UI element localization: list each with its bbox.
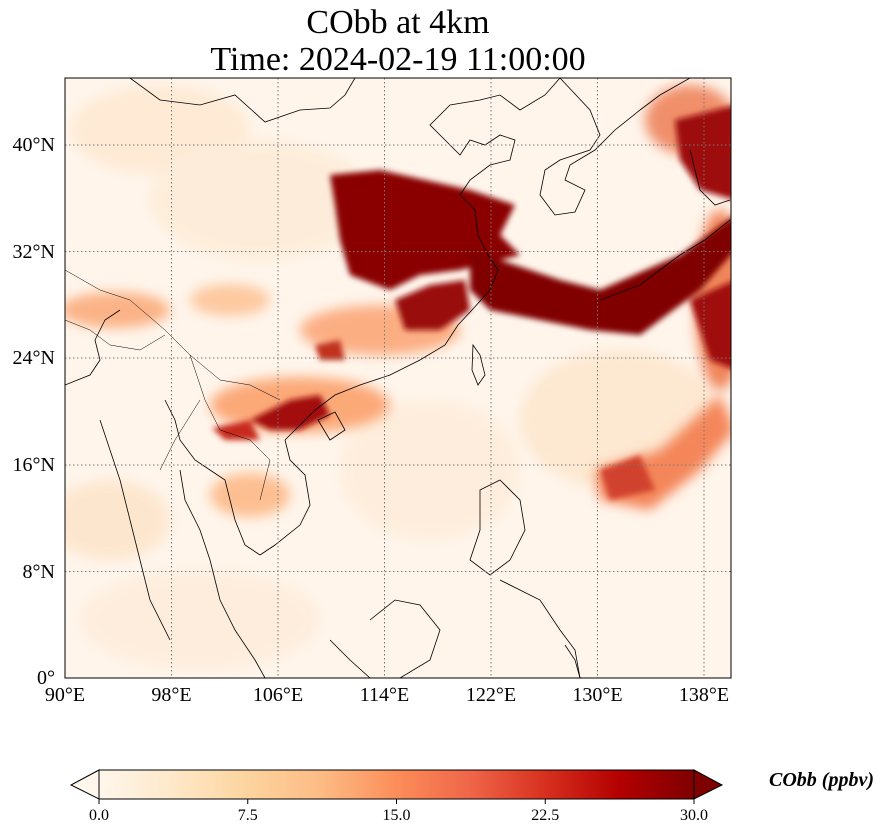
lon-tick-label: 122°E [465, 684, 517, 706]
lat-tick-label: 32°N [12, 241, 55, 263]
colorbar [69, 769, 724, 804]
map-frame [64, 77, 732, 679]
colorbar-gradient [98, 769, 695, 800]
colorbar-tick-label: 7.5 [237, 807, 258, 824]
lon-tick-label: 98°E [151, 684, 192, 706]
map-title: CObb at 4km [306, 4, 490, 41]
lon-tick-label: 106°E [252, 684, 304, 706]
lat-tick-label: 0° [37, 667, 55, 689]
country-borders [65, 269, 281, 501]
colorbar-tick-label: 15.0 [382, 807, 411, 824]
lat-tick-label: 16°N [12, 454, 55, 476]
lon-tick-label: 138°E [678, 684, 730, 706]
map-time-subtitle: Time: 2024-02-19 11:00:00 [210, 41, 586, 78]
cobb-concentration-field [65, 85, 731, 670]
colorbar-max-extension [693, 769, 724, 800]
lon-tick-label: 114°E [359, 684, 410, 706]
colorbar-tick-label: 22.5 [531, 807, 560, 824]
lon-tick-label: 130°E [572, 684, 623, 706]
colorbar-tick-label: 30.0 [680, 807, 708, 824]
colorbar-min-extension [69, 769, 100, 800]
colorbar-tick-label: 0.0 [89, 807, 109, 824]
graticule [65, 78, 731, 678]
colorbar-label: CObb (ppbv) [769, 769, 874, 791]
lat-tick-label: 8°N [22, 561, 55, 583]
lat-tick-label: 24°N [12, 347, 55, 369]
lon-tick-label: 90°E [44, 684, 86, 706]
lat-tick-label: 40°N [12, 134, 55, 156]
